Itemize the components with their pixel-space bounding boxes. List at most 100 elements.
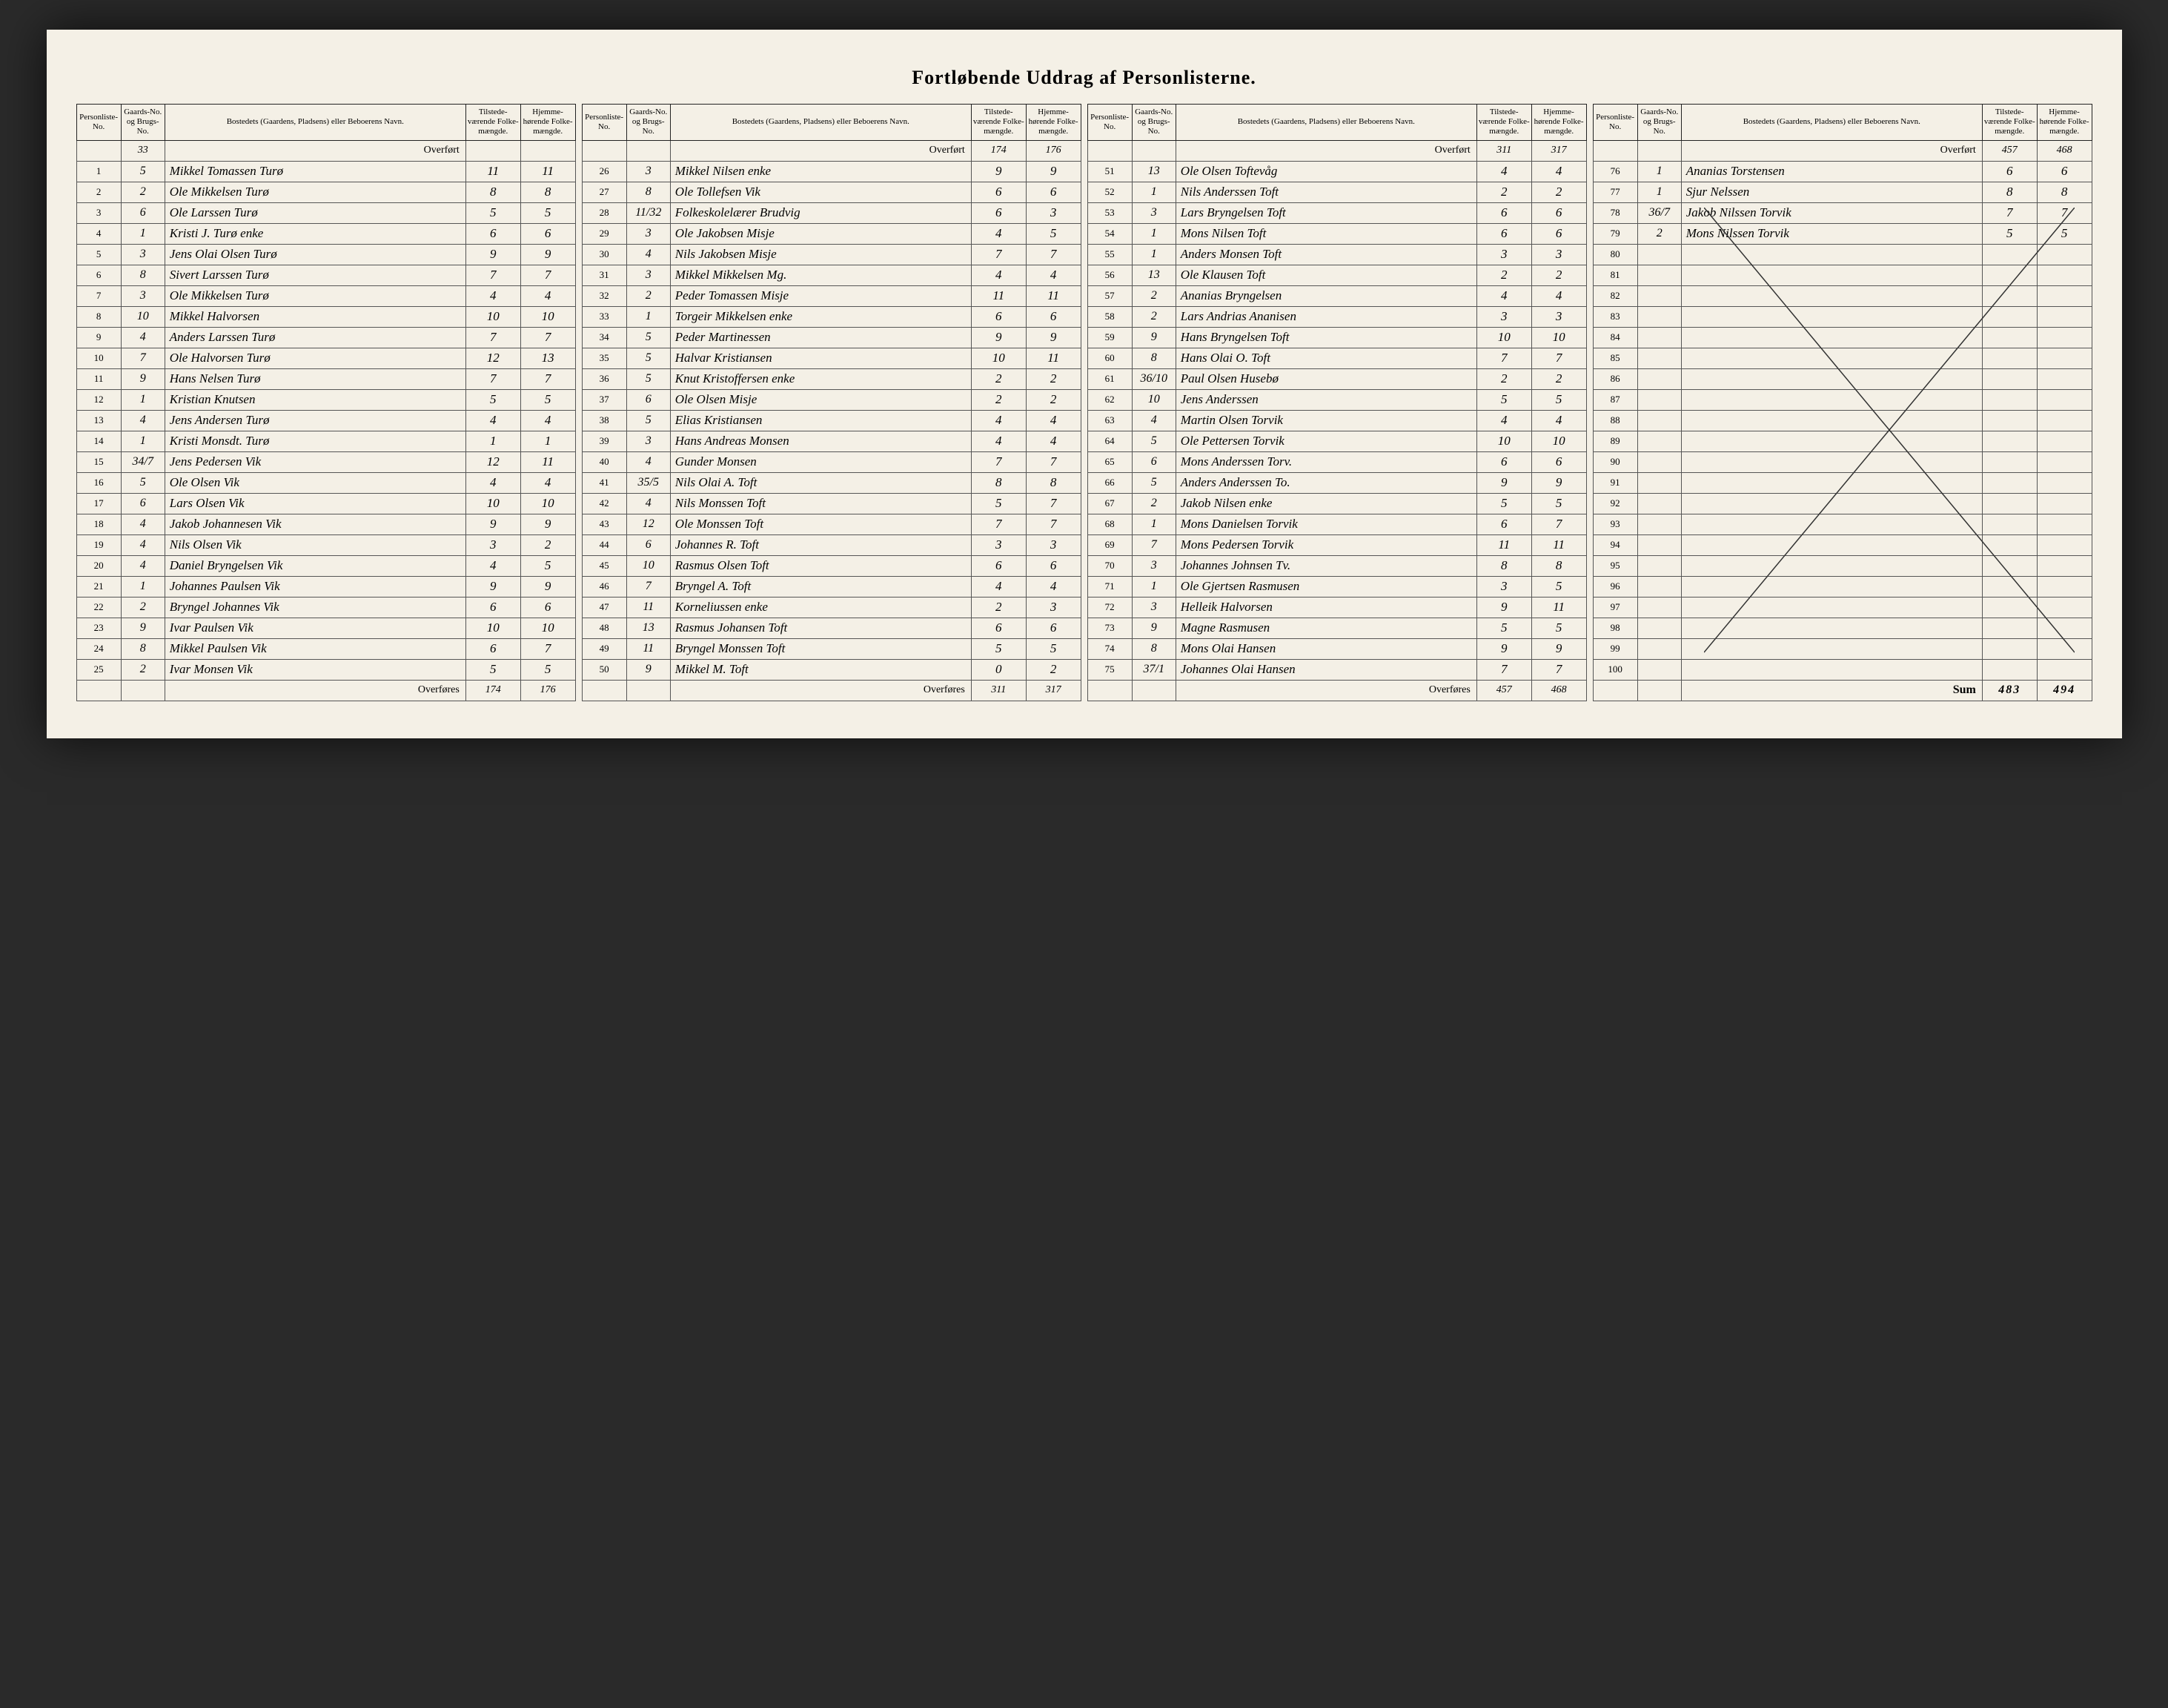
resident-name: Ole Olsen Toftevåg <box>1176 161 1476 182</box>
hdr-hjemme: Hjemme-hørende Folke-mængde. <box>1026 105 1081 141</box>
resident-name: Ole Gjertsen Rasmusen <box>1176 576 1476 597</box>
present-count <box>1982 659 2037 680</box>
gaard-no <box>1637 327 1681 348</box>
row-number: 14 <box>76 431 121 451</box>
present-count <box>1982 285 2037 306</box>
belonging-count: 13 <box>520 348 575 368</box>
row-number: 71 <box>1087 576 1132 597</box>
out-a: 311 <box>971 680 1026 701</box>
ledger-row: 43 12 Ole Monssen Toft 7 7 <box>582 514 1081 534</box>
belonging-count: 9 <box>1531 472 1586 493</box>
row-number: 85 <box>1593 348 1637 368</box>
top-gaard-no: 33 <box>121 140 165 161</box>
ledger-row: 69 7 Mons Pedersen Torvik 11 11 <box>1087 534 1586 555</box>
resident-name: Bryngel Johannes Vik <box>165 597 465 618</box>
row-number: 95 <box>1593 555 1637 576</box>
gaard-no: 3 <box>121 244 165 265</box>
ledger-columns: Personliste-No. Gaards-No. og Brugs-No. … <box>76 104 2092 701</box>
ledger-row: 75 37/1 Johannes Olai Hansen 7 7 <box>1087 659 1586 680</box>
present-count: 2 <box>1476 182 1531 202</box>
gaard-no: 7 <box>1132 534 1176 555</box>
present-count: 6 <box>971 306 1026 327</box>
gaard-no: 1 <box>1132 576 1176 597</box>
row-number: 62 <box>1087 389 1132 410</box>
resident-name <box>1681 348 1982 368</box>
resident-name: Ole Larssen Turø <box>165 202 465 223</box>
belonging-count: 5 <box>520 202 575 223</box>
ledger-row: 11 9 Hans Nelsen Turø 7 7 <box>76 368 575 389</box>
resident-name: Jakob Nilsen enke <box>1176 493 1476 514</box>
present-count: 10 <box>465 306 520 327</box>
present-count <box>1982 638 2037 659</box>
carry-out-row: Overføres 311 317 <box>582 680 1081 701</box>
belonging-count: 6 <box>520 223 575 244</box>
out-b: 494 <box>2037 680 2092 701</box>
present-count: 6 <box>465 597 520 618</box>
resident-name: Anders Monsen Toft <box>1176 244 1476 265</box>
ledger-row: 59 9 Hans Bryngelsen Toft 10 10 <box>1087 327 1586 348</box>
resident-name: Ole Mikkelsen Turø <box>165 182 465 202</box>
ledger-row: 21 1 Johannes Paulsen Vik 9 9 <box>76 576 575 597</box>
resident-name: Mons Danielsen Torvik <box>1176 514 1476 534</box>
ledger-row: 3 6 Ole Larssen Turø 5 5 <box>76 202 575 223</box>
gaard-no: 2 <box>1637 223 1681 244</box>
gaard-no: 1 <box>121 576 165 597</box>
belonging-count <box>2037 265 2092 285</box>
present-count: 2 <box>971 368 1026 389</box>
resident-name: Mikkel Paulsen Vik <box>165 638 465 659</box>
gaard-no: 5 <box>626 368 670 389</box>
resident-name: Bryngel A. Toft <box>670 576 971 597</box>
present-count <box>1982 244 2037 265</box>
gaard-no: 37/1 <box>1132 659 1176 680</box>
gaard-no: 9 <box>1132 327 1176 348</box>
out-a: 457 <box>1476 680 1531 701</box>
resident-name: Anders Larssen Turø <box>165 327 465 348</box>
resident-name: Lars Andrias Ananisen <box>1176 306 1476 327</box>
resident-name: Ole Monssen Toft <box>670 514 971 534</box>
row-number: 38 <box>582 410 626 431</box>
row-number: 17 <box>76 493 121 514</box>
present-count <box>1982 410 2037 431</box>
belonging-count: 7 <box>520 368 575 389</box>
ledger-row: 55 1 Anders Monsen Toft 3 3 <box>1087 244 1586 265</box>
resident-name <box>1681 555 1982 576</box>
present-count: 2 <box>1476 368 1531 389</box>
resident-name: Peder Tomassen Misje <box>670 285 971 306</box>
row-number: 33 <box>582 306 626 327</box>
row-number: 29 <box>582 223 626 244</box>
gaard-no: 6 <box>626 389 670 410</box>
row-number: 69 <box>1087 534 1132 555</box>
column-2: Personliste-No. Gaards-No. og Brugs-No. … <box>582 104 1081 701</box>
resident-name: Halvar Kristiansen <box>670 348 971 368</box>
belonging-count: 4 <box>520 285 575 306</box>
hdr-bosted: Bostedets (Gaardens, Pladsens) eller Beb… <box>1681 105 1982 141</box>
ledger-row: 70 3 Johannes Johnsen Tv. 8 8 <box>1087 555 1586 576</box>
ledger-row: 12 1 Kristian Knutsen 5 5 <box>76 389 575 410</box>
present-count: 10 <box>465 493 520 514</box>
resident-name: Jens Andersen Turø <box>165 410 465 431</box>
gaard-no: 7 <box>121 348 165 368</box>
belonging-count: 5 <box>1531 389 1586 410</box>
row-number: 96 <box>1593 576 1637 597</box>
ledger-row: 13 4 Jens Andersen Turø 4 4 <box>76 410 575 431</box>
gaard-no: 4 <box>121 327 165 348</box>
ledger-row: 22 2 Bryngel Johannes Vik 6 6 <box>76 597 575 618</box>
resident-name <box>1681 451 1982 472</box>
row-number: 26 <box>582 161 626 182</box>
present-count: 4 <box>971 223 1026 244</box>
gaard-no: 8 <box>121 265 165 285</box>
carry-out-row: Overføres 174 176 <box>76 680 575 701</box>
ledger-row: 37 6 Ole Olsen Misje 2 2 <box>582 389 1081 410</box>
gaard-no: 2 <box>121 659 165 680</box>
gaard-no: 2 <box>121 597 165 618</box>
belonging-count: 10 <box>520 306 575 327</box>
present-count: 7 <box>465 327 520 348</box>
resident-name <box>1681 244 1982 265</box>
gaard-no: 6 <box>1132 451 1176 472</box>
resident-name: Ole Klausen Toft <box>1176 265 1476 285</box>
present-count <box>1982 534 2037 555</box>
row-number: 68 <box>1087 514 1132 534</box>
ledger-row: 62 10 Jens Anderssen 5 5 <box>1087 389 1586 410</box>
ledger-row: 49 11 Bryngel Monssen Toft 5 5 <box>582 638 1081 659</box>
resident-name: Hans Bryngelsen Toft <box>1176 327 1476 348</box>
